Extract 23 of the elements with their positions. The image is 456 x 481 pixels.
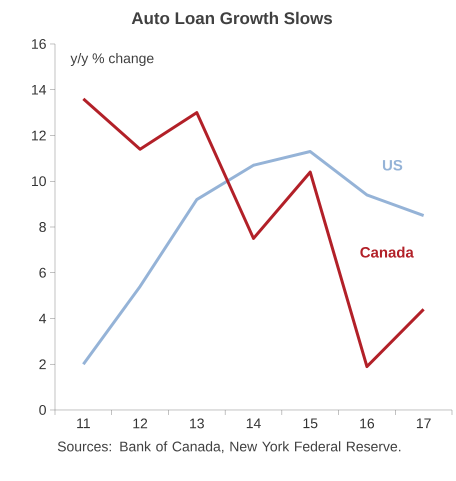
source-note: Sources: Bank of Canada, New York Federal Reserve. [58,441,400,454]
series-label: US [382,160,402,171]
y-tick-label: 4 [39,314,46,324]
series-label: Canada [360,246,414,258]
y-axis-title: y/y % change [70,53,154,66]
y-tick-label: 14 [32,84,46,95]
y-tick-label: 12 [32,130,46,140]
chart-title: Auto Loan Growth Slows [132,12,332,24]
y-tick-label: 0 [39,405,46,415]
y-tick-label: 10 [32,176,46,186]
x-tick-label: 12 [133,418,148,428]
y-tick-label: 8 [39,222,46,232]
x-tick-label: 15 [304,418,318,428]
line-series [82,97,426,368]
y-tick-label: 16 [32,39,46,49]
y-tick-label: 6 [39,268,46,278]
y-tick-label: 2 [39,359,46,370]
x-tick-label: 13 [190,418,204,428]
x-tick-label: 11 [77,418,90,428]
line-series [82,150,426,366]
x-tick-label: 14 [246,418,261,428]
x-tick-label: 17 [416,418,431,428]
x-tick-label: 16 [360,418,374,428]
